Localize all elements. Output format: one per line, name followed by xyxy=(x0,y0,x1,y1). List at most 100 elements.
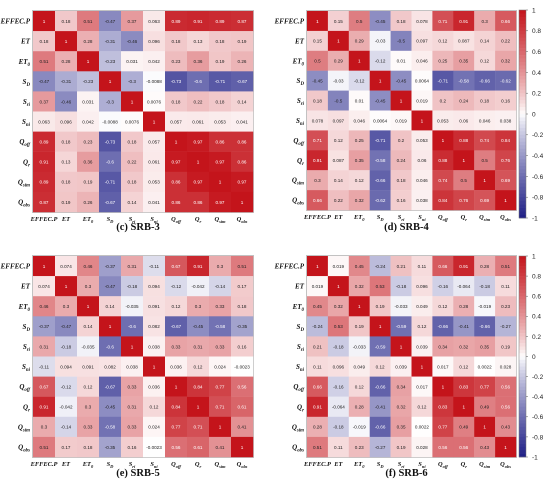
cell-value-label: 0.19 xyxy=(376,304,385,309)
heatmap-cell xyxy=(209,256,232,277)
column-label: SD xyxy=(377,214,385,222)
heatmap-cell xyxy=(165,296,188,317)
cell-value-label: 0.66 xyxy=(438,264,447,269)
heatmap-cell xyxy=(55,91,78,112)
heatmap-cell xyxy=(165,151,188,172)
heatmap-cell xyxy=(348,50,370,71)
colorbar-segment xyxy=(519,34,526,39)
heatmap-cell xyxy=(495,190,517,211)
heatmap-cell xyxy=(121,191,144,213)
heatmap-cell xyxy=(77,316,100,337)
heatmap-cell xyxy=(453,336,475,357)
heatmap-cell xyxy=(474,170,496,191)
cell-value-label: 1 xyxy=(197,160,200,165)
heatmap-cell xyxy=(474,276,496,297)
cell-value-label: 0.97 xyxy=(238,180,247,185)
cell-value-label: 0.23 xyxy=(501,304,510,309)
heatmap-cell xyxy=(432,376,454,397)
heatmap-cell xyxy=(99,276,122,297)
cell-value-label: 0.24 xyxy=(397,158,406,163)
heatmap-cell xyxy=(55,191,78,213)
heatmap-cell xyxy=(77,296,100,317)
cell-value-label: 0.18 xyxy=(216,39,225,44)
colorbar-segment xyxy=(519,124,526,129)
heatmap-cell xyxy=(327,316,349,337)
colorbar-segment xyxy=(519,393,526,397)
colorbar-tick-label: 0 xyxy=(532,111,536,118)
heatmap-cell xyxy=(390,296,412,317)
heatmap-cell xyxy=(143,171,166,193)
cell-value-label: 0.3 xyxy=(41,425,48,430)
colorbar-segment xyxy=(519,200,526,205)
cell-value-label: -0.18 xyxy=(396,284,407,289)
colorbar-segment xyxy=(519,279,526,284)
cell-value-label: 0.77 xyxy=(480,384,489,389)
cell-value-label: 1 xyxy=(442,384,445,389)
cell-value-label: 1 xyxy=(421,364,424,369)
cell-value-label: -0.45 xyxy=(375,19,386,24)
cell-value-label: 1 xyxy=(43,19,46,24)
row-label: Qsim xyxy=(18,423,30,433)
cell-value-label: 0.19 xyxy=(238,39,247,44)
column-label: Sni xyxy=(418,461,426,469)
cell-value-label: 0.45 xyxy=(313,304,322,309)
heatmap-cell xyxy=(55,31,78,52)
cell-value-label: -0.71 xyxy=(215,79,226,84)
cell-value-label: 0.19 xyxy=(216,59,225,64)
heatmap-cell xyxy=(33,151,56,172)
cell-value-label: -0.66 xyxy=(375,425,386,430)
heatmap-cell xyxy=(99,296,122,317)
cell-value-label: 0.31 xyxy=(128,405,137,410)
heatmap-cell xyxy=(231,296,254,317)
cell-value-label: 0.19 xyxy=(62,200,71,205)
cell-value-label: 1 xyxy=(337,39,340,44)
cell-value-label: 1 xyxy=(400,98,403,103)
colorbar-segment xyxy=(519,186,526,191)
colorbar-segment xyxy=(519,436,526,441)
colorbar-tick-label: -0.8 xyxy=(532,434,544,441)
colorbar-segment xyxy=(519,359,526,364)
colorbar-segment xyxy=(519,51,526,56)
heatmap-cell xyxy=(348,150,370,171)
heatmap-cell xyxy=(307,11,329,32)
heatmap-cell xyxy=(55,256,78,277)
heatmap-cell xyxy=(369,336,391,357)
heatmap-cell xyxy=(209,31,232,52)
heatmap-cell xyxy=(231,51,254,72)
heatmap-cell xyxy=(411,170,433,191)
colorbar-segment xyxy=(519,433,526,438)
cell-value-label: -0.45 xyxy=(375,98,386,103)
colorbar-segment xyxy=(519,299,526,304)
heatmap-cell xyxy=(390,150,412,171)
heatmap-cell xyxy=(474,376,496,397)
colorbar-segment xyxy=(519,30,526,35)
heatmap-cell xyxy=(77,396,100,417)
cell-value-label: 0.14 xyxy=(84,324,93,329)
colorbar-segment xyxy=(519,423,526,428)
column-label: ET xyxy=(61,216,71,223)
cell-value-label: 1 xyxy=(87,304,90,309)
cell-value-label: 1 xyxy=(197,405,200,410)
colorbar-segment xyxy=(519,346,526,351)
heatmap-cell xyxy=(209,151,232,172)
heatmap-cell xyxy=(99,31,122,52)
heatmap-cell xyxy=(143,256,166,277)
column-label: EFFEC.P xyxy=(30,216,58,223)
heatmap-cell xyxy=(209,396,232,417)
colorbar-segment xyxy=(519,110,526,115)
heatmap-cell xyxy=(411,130,433,151)
colorbar-segment xyxy=(519,183,526,188)
cell-value-label: 0.28 xyxy=(313,425,322,430)
row-label: Sni xyxy=(22,118,31,128)
cell-value-label: 0.32 xyxy=(355,284,364,289)
cell-value-label: 0.031 xyxy=(126,59,138,64)
heatmap-cell xyxy=(411,11,433,32)
heatmap-cell xyxy=(187,71,210,92)
heatmap-cell xyxy=(231,396,254,417)
heatmap-cell xyxy=(390,436,412,458)
heatmap-cell xyxy=(432,110,454,131)
colorbar-segment xyxy=(519,114,526,118)
column-label: ET xyxy=(61,461,71,468)
heatmap-cell xyxy=(187,416,210,438)
cell-value-label: 0.61 xyxy=(238,405,247,410)
